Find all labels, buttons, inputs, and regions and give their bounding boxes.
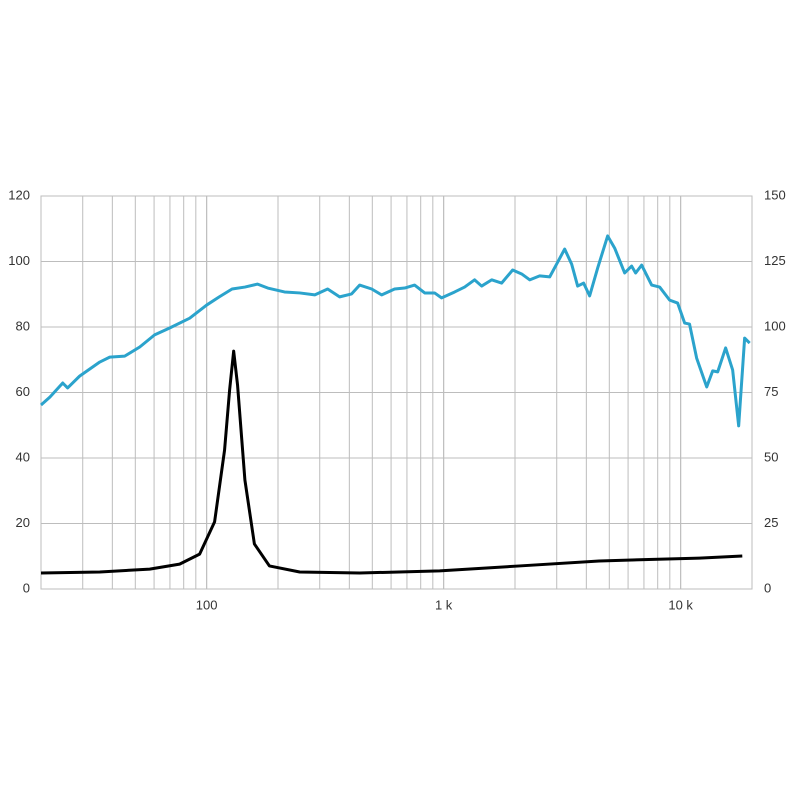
y-tick-label: 80	[16, 318, 30, 333]
y-tick-label: 120	[8, 187, 30, 202]
y-tick-label: 0	[23, 580, 30, 595]
x-tick-label: 100	[196, 597, 218, 612]
y-tick-label: 40	[16, 449, 30, 464]
y-tick-label: 20	[16, 515, 30, 530]
y-tick-label: 100	[8, 253, 30, 268]
y-tick-label: 60	[16, 384, 30, 399]
y2-tick-label: 25	[764, 515, 778, 530]
x-tick-label: 10 k	[668, 597, 693, 612]
y2-tick-label: 100	[764, 318, 786, 333]
plot-frame	[40, 195, 753, 590]
y2-tick-label: 50	[764, 449, 778, 464]
y2-tick-label: 0	[764, 580, 771, 595]
y2-tick-label: 75	[764, 384, 778, 399]
x-tick-label: 1 k	[435, 597, 453, 612]
data-line	[40, 234, 751, 428]
y2-tick-label: 125	[764, 253, 786, 268]
y2-tick-label: 150	[764, 187, 786, 202]
data-line	[40, 349, 743, 575]
